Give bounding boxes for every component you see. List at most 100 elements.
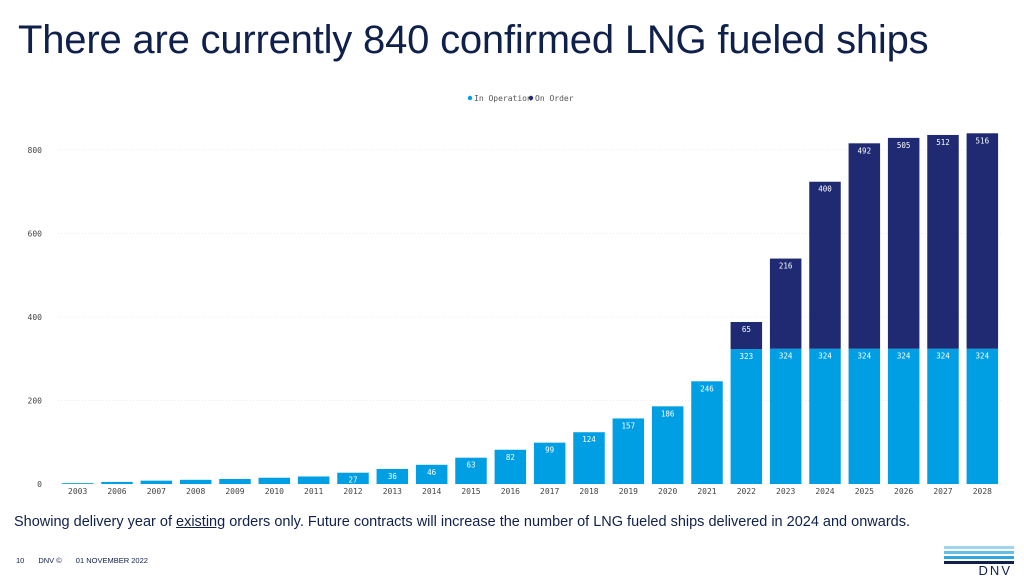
x-axis-ticks: 2003 2006 2007 2008 2009 2010 2011 2012 2013 2014… xyxy=(68,487,992,496)
x-tick-label-2003: 2003 xyxy=(68,487,87,496)
y-tick-label-600: 600 xyxy=(28,230,43,239)
bar-in-operation-2013 xyxy=(376,468,409,484)
y-tick-label-400: 400 xyxy=(28,313,43,322)
y-tick-label-200: 200 xyxy=(28,397,43,406)
data-label-on-order-2028: 516 xyxy=(976,136,990,145)
x-tick-label-2028: 2028 xyxy=(973,487,992,496)
x-tick-label-2017: 2017 xyxy=(540,487,559,496)
bar-on-order-2028 xyxy=(966,133,999,349)
data-label-on-order-2022: 65 xyxy=(742,325,751,334)
x-tick-label-2010: 2010 xyxy=(265,487,284,496)
data-label-in-operation-2020: 186 xyxy=(661,409,675,418)
legend-label-in-operation: In Operation xyxy=(474,94,532,103)
x-tick-label-2006: 2006 xyxy=(107,487,126,496)
x-tick-label-2027: 2027 xyxy=(933,487,952,496)
y-tick-label-800: 800 xyxy=(28,146,43,155)
bar-in-operation-2024 xyxy=(809,348,841,484)
data-label-in-operation-2013: 36 xyxy=(388,472,398,481)
bar-in-operation-2021 xyxy=(691,381,723,484)
x-tick-label-2023: 2023 xyxy=(776,487,795,496)
x-tick-label-2021: 2021 xyxy=(697,487,716,496)
slide-footer: 10 DNV © 01 NOVEMBER 2022 xyxy=(16,556,148,565)
x-tick-label-2018: 2018 xyxy=(579,487,598,496)
x-tick-label-2025: 2025 xyxy=(855,487,874,496)
bar-in-operation-2022 xyxy=(730,349,763,484)
data-label-in-operation-2022: 323 xyxy=(740,352,754,361)
data-label-in-operation-2018: 124 xyxy=(582,435,596,444)
x-tick-label-2019: 2019 xyxy=(619,487,638,496)
slide-title: There are currently 840 confirmed LNG fu… xyxy=(18,18,929,62)
data-label-in-operation-2023: 324 xyxy=(779,352,793,361)
data-label-in-operation-2016: 82 xyxy=(506,453,515,462)
x-tick-label-2026: 2026 xyxy=(894,487,913,496)
bar-in-operation-2023 xyxy=(769,348,802,484)
data-label-on-order-2024: 400 xyxy=(818,185,832,194)
x-tick-label-2012: 2012 xyxy=(343,487,362,496)
bar-in-operation-2007 xyxy=(140,480,173,484)
slide-footnote: Showing delivery year of existing orders… xyxy=(14,514,910,530)
bar-in-operation-2020 xyxy=(651,406,684,484)
bar-in-operation-2019 xyxy=(612,418,645,484)
bar-on-order-2022 xyxy=(730,322,763,350)
bar-in-operation-2016 xyxy=(494,449,527,484)
bar-in-operation-2025 xyxy=(848,348,881,484)
footer-date: 01 NOVEMBER 2022 xyxy=(75,556,148,565)
data-label-in-operation-2028: 324 xyxy=(976,352,990,361)
x-tick-label-2014: 2014 xyxy=(422,487,441,496)
x-tick-label-2022: 2022 xyxy=(737,487,756,496)
bar-in-operation-2014 xyxy=(415,464,448,484)
bar-on-order-2023 xyxy=(769,258,802,349)
logo-text: DNV xyxy=(978,563,1012,578)
bar-in-operation-2012 xyxy=(337,472,369,484)
bar-in-operation-2009 xyxy=(219,478,251,484)
data-label-in-operation-2014: 46 xyxy=(427,468,437,477)
bar-in-operation-2006 xyxy=(101,481,133,484)
data-label-in-operation-2025: 324 xyxy=(858,352,872,361)
x-tick-label-2024: 2024 xyxy=(815,487,834,496)
x-tick-label-2009: 2009 xyxy=(225,487,244,496)
chart-data-labels: 27 36 46 63 82 99 124 157 186 246 323 65 324 216 324 40… xyxy=(348,136,989,484)
bar-in-operation-2003 xyxy=(61,483,94,484)
x-tick-label-2015: 2015 xyxy=(461,487,480,496)
chart-gridlines xyxy=(58,149,1002,485)
dnv-logo: DNV xyxy=(944,544,1014,578)
x-tick-label-2007: 2007 xyxy=(147,487,166,496)
x-tick-label-2008: 2008 xyxy=(186,487,205,496)
data-label-on-order-2027: 512 xyxy=(936,138,950,147)
data-label-in-operation-2017: 99 xyxy=(545,446,554,455)
bar-in-operation-2026 xyxy=(887,348,920,484)
bar-on-order-2024 xyxy=(809,181,841,349)
data-label-on-order-2025: 492 xyxy=(858,146,872,155)
bar-in-operation-2028 xyxy=(966,348,999,484)
data-label-in-operation-2026: 324 xyxy=(897,352,911,361)
x-tick-label-2020: 2020 xyxy=(658,487,677,496)
footnote-underlined-word: existing xyxy=(176,514,226,530)
bar-in-operation-2010 xyxy=(258,477,291,484)
data-label-in-operation-2015: 63 xyxy=(466,461,475,470)
x-tick-label-2013: 2013 xyxy=(383,487,402,496)
bar-in-operation-2008 xyxy=(179,479,212,484)
footer-brand: DNV © xyxy=(38,556,62,565)
bar-in-operation-2015 xyxy=(455,457,487,484)
data-label-in-operation-2019: 157 xyxy=(622,421,636,430)
bar-in-operation-2018 xyxy=(573,432,605,484)
bar-on-order-2025 xyxy=(848,143,881,349)
y-tick-label-0: 0 xyxy=(37,480,42,489)
bar-in-operation-2011 xyxy=(297,476,330,484)
x-tick-label-2016: 2016 xyxy=(501,487,520,496)
data-label-in-operation-2024: 324 xyxy=(818,352,832,361)
legend-marker-in-operation xyxy=(467,95,473,101)
footnote-text-end: orders only. Future contracts will incre… xyxy=(225,514,910,530)
bar-in-operation-2027 xyxy=(927,348,959,484)
data-label-on-order-2026: 505 xyxy=(897,141,911,150)
page-number: 10 xyxy=(16,556,25,565)
footnote-text-start: Showing delivery year of xyxy=(14,514,176,530)
bar-on-order-2027 xyxy=(927,134,959,349)
legend-marker-on-order xyxy=(528,95,534,101)
stacked-bar-chart: In Operation On Order 0 200 400 600 800 27 36… xyxy=(28,94,1002,496)
y-axis-ticks: 0 200 400 600 800 xyxy=(28,146,43,489)
bar-in-operation-2017 xyxy=(533,442,566,484)
data-label-on-order-2023: 216 xyxy=(779,262,793,271)
chart-legend: In Operation On Order xyxy=(467,94,574,103)
x-tick-label-2011: 2011 xyxy=(304,487,323,496)
